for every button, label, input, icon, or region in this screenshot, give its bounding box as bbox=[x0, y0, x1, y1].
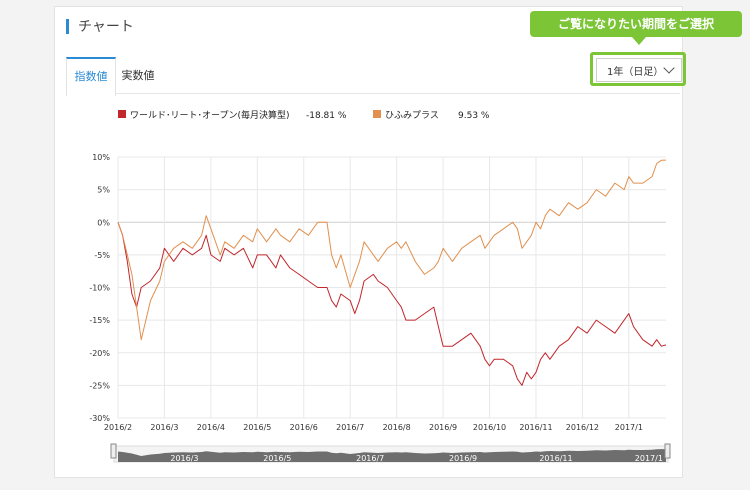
y-tick-label: -5% bbox=[94, 251, 110, 260]
section-accent-bar bbox=[66, 19, 69, 34]
navigator-label: 2016/5 bbox=[263, 454, 291, 463]
period-highlight-frame bbox=[590, 52, 686, 86]
series-line-1 bbox=[117, 222, 667, 386]
y-tick-label: -25% bbox=[89, 381, 110, 390]
series-line-2 bbox=[117, 159, 667, 341]
x-tick-label: 2016/8 bbox=[383, 423, 411, 432]
y-tick-label: -20% bbox=[89, 349, 110, 358]
period-select[interactable]: 1年（日足） bbox=[596, 58, 682, 82]
tab-actual-value[interactable]: 実数値 bbox=[121, 69, 155, 82]
y-tick-label: -15% bbox=[89, 316, 110, 325]
legend-return-1: -18.81 % bbox=[306, 111, 347, 121]
navigator-label: 2017/1 bbox=[635, 454, 663, 463]
x-tick-label: 2016/10 bbox=[473, 423, 506, 432]
navigator-label: 2016/9 bbox=[449, 454, 477, 463]
period-select-value: 1年（日足） bbox=[607, 67, 664, 78]
y-tick-label: 10% bbox=[92, 153, 110, 162]
chart-panel bbox=[54, 6, 683, 478]
y-tick-label: -30% bbox=[89, 414, 110, 423]
period-callout: ご覧になりたい期間をご選択 bbox=[530, 11, 742, 37]
x-tick-label: 2016/2 bbox=[104, 423, 132, 432]
navigator-label: 2016/11 bbox=[539, 454, 572, 463]
section-title: チャート bbox=[78, 19, 134, 35]
legend-name-1: ワールド･リート･オープン(毎月決算型) bbox=[130, 109, 289, 121]
x-tick-label: 2017/1 bbox=[615, 423, 643, 432]
y-tick-label: 0% bbox=[97, 218, 110, 227]
legend-name-2: ひふみプラス bbox=[385, 110, 439, 121]
x-tick-label: 2016/3 bbox=[150, 423, 178, 432]
navigator-label: 2016/7 bbox=[356, 454, 384, 463]
legend-return-2: 9.53 % bbox=[458, 111, 490, 121]
x-tick-label: 2016/11 bbox=[519, 423, 552, 432]
x-tick-label: 2016/4 bbox=[197, 423, 225, 432]
navigator-handle-left bbox=[110, 443, 117, 459]
navigator-area bbox=[118, 449, 666, 462]
y-tick-label: -10% bbox=[89, 284, 110, 293]
x-tick-label: 2016/12 bbox=[566, 423, 599, 432]
legend-swatch-2 bbox=[373, 110, 381, 118]
tabs-divider bbox=[66, 93, 680, 94]
x-tick-label: 2016/6 bbox=[290, 423, 318, 432]
x-tick-label: 2016/7 bbox=[336, 423, 364, 432]
tab-index-value[interactable]: 指数値 bbox=[66, 57, 116, 96]
legend-swatch-1 bbox=[118, 110, 126, 118]
navigator-label: 2016/3 bbox=[170, 454, 198, 463]
y-tick-label: 5% bbox=[97, 186, 110, 195]
x-tick-label: 2016/5 bbox=[243, 423, 271, 432]
navigator-handle-right bbox=[664, 443, 671, 459]
x-tick-label: 2016/9 bbox=[429, 423, 457, 432]
callout-arrow-icon bbox=[632, 37, 646, 45]
